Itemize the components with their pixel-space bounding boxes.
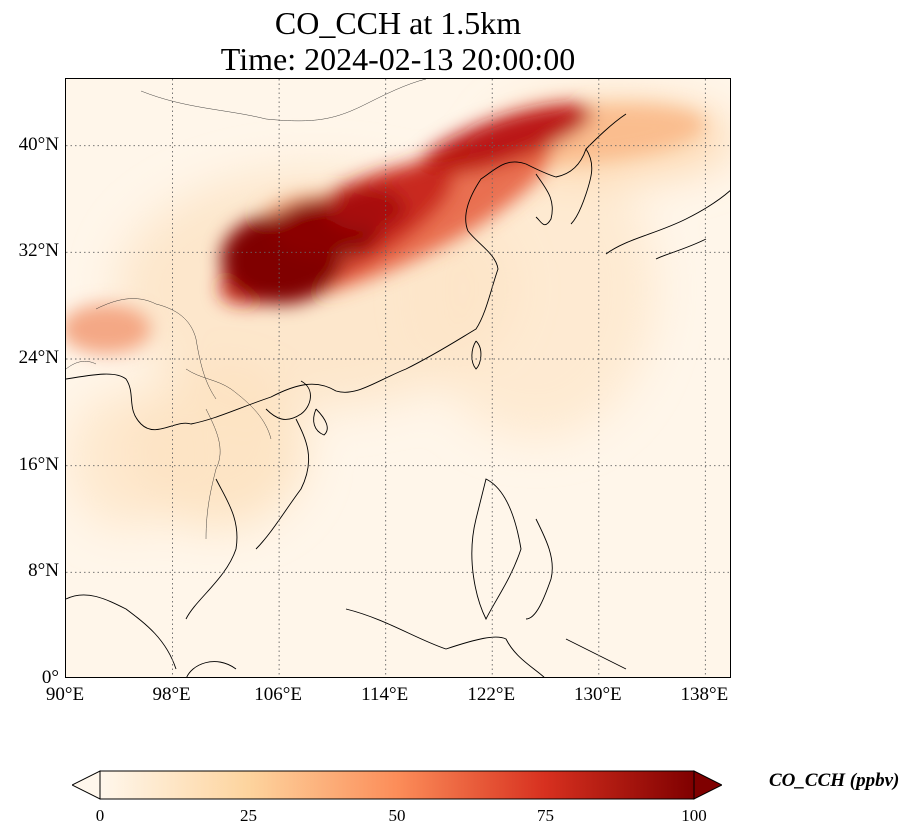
colorbar-tick-label: 75 [537,806,554,825]
map-title: CO_CCH at 1.5km [274,5,522,41]
colorbar-min-extension [72,770,101,800]
lon-tick-label: 106°E [254,684,302,705]
colorbar-gradient [99,770,695,800]
pollution-plume [66,104,706,354]
colorbar-tick-label: 0 [95,806,105,825]
lat-tick-label: 16°N [18,453,59,475]
map-gridlines [66,79,730,677]
map-plot-area [65,78,731,678]
lat-tick-label: 8°N [28,560,59,582]
coastlines [66,113,730,677]
colorbar-label: CO_CCH (ppbv) [769,770,900,791]
colorbar-max-extension [693,770,722,800]
colorbar [72,770,722,800]
map-timestamp: Time: 2024-02-13 20:00:00 [220,41,576,77]
lon-tick-label: 98°E [152,684,191,705]
lat-tick-label: 0° [41,667,59,688]
colorbar-tick-label: 100 [681,806,707,825]
lon-tick-label: 122°E [467,684,516,705]
lon-tick-label: 90°E [45,684,85,705]
colorbar-tick-label: 25 [240,806,257,825]
lon-tick-label: 130°E [573,684,622,705]
lon-tick-label: 114°E [361,684,409,705]
lat-tick-label: 40°N [18,133,59,155]
country-borders [66,79,427,540]
lon-tick-label: 138°E [680,684,729,705]
map-canvas [66,79,730,677]
lat-tick-label: 32°N [18,240,59,262]
colorbar-tick-label: 50 [388,806,406,825]
lat-tick-label: 24°N [18,347,59,368]
light-haze [66,99,730,529]
